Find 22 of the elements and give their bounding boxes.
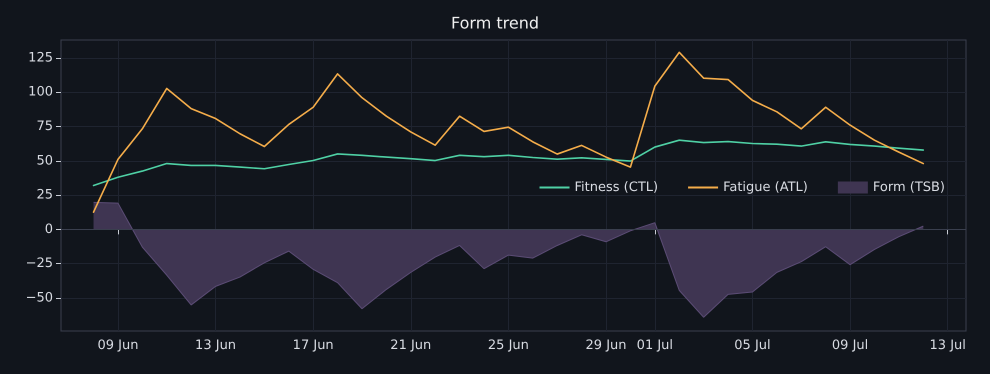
legend-label: Fatigue (ATL) (723, 180, 808, 195)
y-tick-label: 25 (36, 188, 53, 203)
y-tick-label: 50 (36, 153, 53, 168)
y-tick-label: 0 (44, 222, 53, 237)
x-tick-label: 13 Jul (930, 338, 966, 353)
y-tick-label: 125 (28, 50, 53, 66)
x-tick-label: 29 Jun (586, 338, 627, 353)
x-tick-label: 09 Jun (97, 338, 138, 353)
x-tick-label: 09 Jul (832, 338, 868, 353)
y-tick-label: −50 (26, 290, 53, 306)
x-tick-label: 01 Jul (636, 338, 674, 353)
x-tick-label: 25 Jun (488, 338, 529, 353)
y-tick-label: −25 (26, 256, 53, 272)
legend-label: Fitness (CTL) (574, 180, 658, 195)
x-tick-label: 17 Jun (292, 338, 334, 353)
x-tick-label: 21 Jun (390, 338, 432, 353)
x-tick-label: 13 Jun (195, 338, 236, 353)
x-tick-label: 05 Jul (734, 338, 771, 353)
y-tick-label: 75 (36, 118, 53, 134)
y-tick-label: 100 (28, 84, 53, 100)
legend-label: Form (TSB) (872, 180, 946, 195)
chart-title: Form trend (450, 14, 540, 32)
